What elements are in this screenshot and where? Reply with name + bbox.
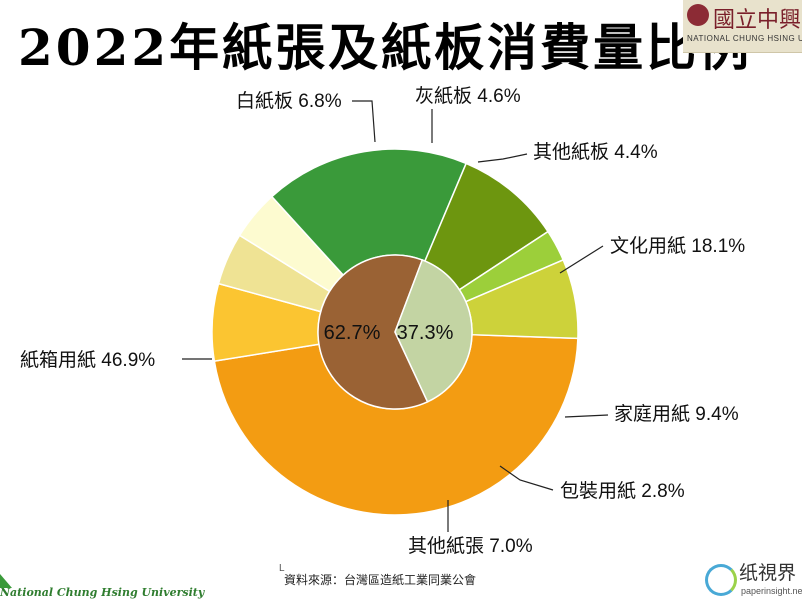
outer-label-2: 白紙板 6.8% [236,90,342,112]
watermark-logo-icon [705,564,737,596]
slice-labels: 62.7% 37.3% 紙箱用紙 46.9% 白紙板 6.8% 灰紙板 4.6% 其他紙板… [20,85,745,557]
outer-label-4: 其他紙板 4.4% [533,141,658,163]
source-mark: L [279,563,285,574]
inner-slice-1 [317,254,429,410]
inner-label-1: 62.7% [324,322,381,344]
university-emblem-icon [687,4,709,26]
outer-label-8: 其他紙張 7.0% [408,535,533,557]
university-logo-chinese: 國立中興大 [713,8,802,33]
watermark-english: paperinsight.net [741,586,802,596]
slide-title: 2022年紙張及紙板消費量比例 [18,18,753,77]
university-logo-english: NATIONAL CHUNG HSING UNIVE [687,34,802,43]
outer-label-5: 文化用紙 18.1% [610,235,745,257]
leader-lines [182,100,609,532]
leader-line-5 [559,245,604,274]
source-note: 資料來源：台灣區造紙工業同業公會 [284,573,477,587]
inner-label-2: 37.3% [397,322,454,344]
leader-line-7 [499,465,554,491]
watermark: 纸視界 paperinsight.net [703,558,802,602]
university-logo: 國立中興大 NATIONAL CHUNG HSING UNIVE [683,0,802,53]
watermark-chinese: 纸視界 [739,563,797,584]
leader-line-2 [352,100,376,143]
outer-label-3: 灰紙板 4.6% [415,85,521,107]
leader-line-6 [564,414,609,418]
inner-ring [317,254,473,410]
university-footer-text: National Chung Hsing University [0,586,205,599]
university-corner-icon [0,574,12,588]
outer-label-1: 紙箱用紙 46.9% [20,349,155,371]
outer-label-7: 包裝用紙 2.8% [560,480,685,502]
leader-line-4 [477,153,528,163]
outer-label-6: 家庭用紙 9.4% [614,403,739,425]
inner-slice-2 [394,259,473,403]
